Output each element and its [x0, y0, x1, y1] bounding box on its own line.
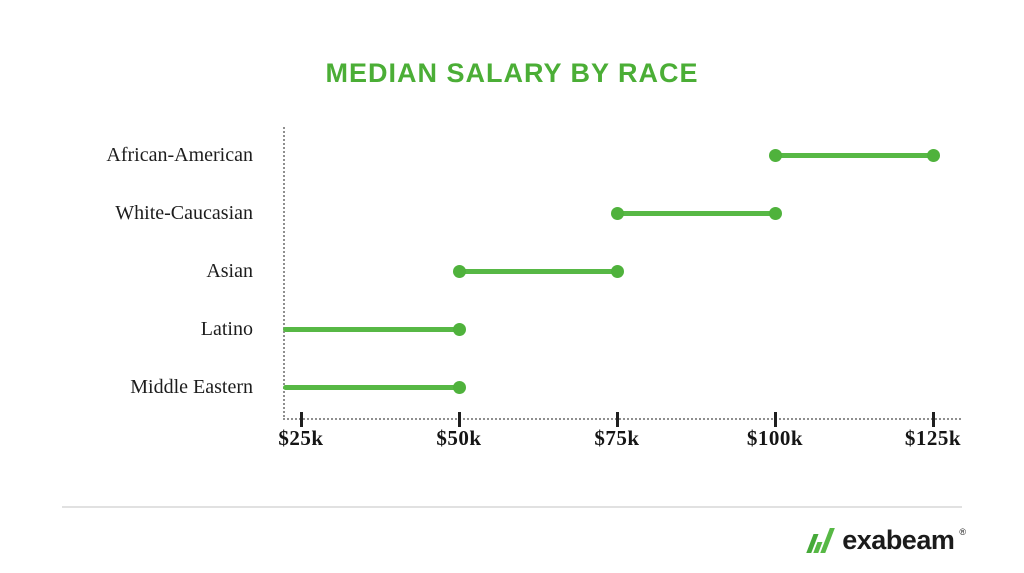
chart-title: MEDIAN SALARY BY RACE — [325, 58, 699, 88]
y-axis-label: White-Caucasian — [115, 202, 253, 224]
x-axis-tick — [773, 412, 777, 427]
x-axis-tick-label: $50k — [436, 426, 482, 450]
x-axis-tick — [299, 412, 303, 427]
line-dot — [768, 148, 782, 162]
range-line — [283, 326, 459, 332]
y-axis-label: Latino — [200, 318, 253, 340]
line-dot — [768, 206, 782, 220]
footer-divider — [62, 506, 962, 508]
x-axis-tick-label: $25k — [278, 426, 324, 450]
y-axis-labels: African-American White-Caucasian Asian Lati… — [0, 127, 253, 420]
x-axis-tick — [457, 412, 461, 427]
x-axis-tick — [615, 412, 619, 427]
range-line — [459, 268, 617, 274]
registered-mark: ® — [959, 527, 966, 537]
line-dot — [452, 322, 466, 336]
range-line — [617, 210, 775, 216]
y-axis-label: African-American — [106, 144, 253, 166]
range-line — [283, 384, 459, 390]
x-axis-tick-label: $125k — [904, 426, 962, 450]
x-axis — [283, 418, 962, 420]
y-axis — [283, 127, 285, 420]
x-axis-tick — [931, 412, 935, 427]
x-axis-tick-label: $75k — [594, 426, 640, 450]
line-dot — [610, 264, 624, 278]
line-dot — [452, 264, 466, 278]
line-dot — [926, 148, 940, 162]
chart-area: $25k $50k $75k $100k $125k — [278, 127, 962, 450]
range-line — [775, 152, 933, 158]
exabeam-logo-icon — [806, 528, 836, 553]
line-dot — [610, 206, 624, 220]
y-axis-label: Middle Eastern — [130, 376, 253, 398]
y-axis-label: Asian — [206, 260, 253, 282]
line-dot — [452, 380, 466, 394]
exabeam-logo: exabeam ® — [805, 524, 966, 556]
exabeam-wordmark: exabeam — [842, 525, 955, 555]
x-axis-tick-label: $100k — [746, 426, 804, 450]
